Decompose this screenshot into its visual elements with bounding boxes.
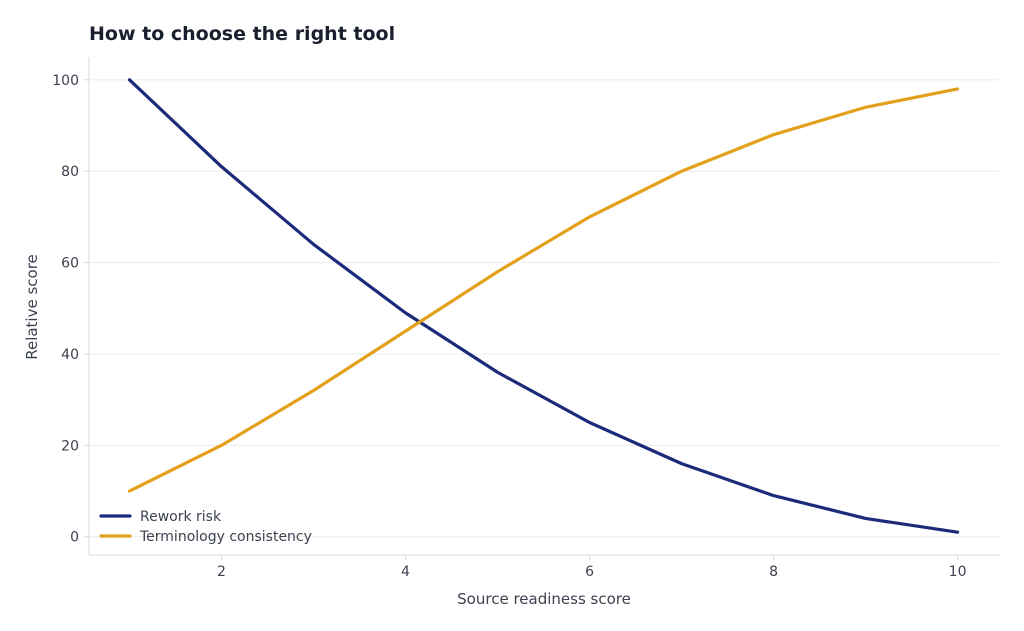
y-tick-label-4: 80 [61, 164, 79, 180]
legend-label-0: Rework risk [140, 509, 222, 525]
legend-label-1: Terminology consistency [139, 529, 312, 545]
x-tick-label-4: 10 [949, 564, 967, 580]
x-tick-label-3: 8 [769, 564, 778, 580]
y-tick-label-0: 0 [70, 530, 79, 546]
y-tick-label-2: 40 [61, 347, 79, 363]
grid [89, 79, 999, 538]
tick-labels: 0 20 40 60 80 100 2 4 6 8 10 [52, 73, 966, 580]
series-layer [127, 78, 960, 534]
chart-title: How to choose the right tool [89, 23, 395, 45]
x-tick-label-2: 6 [585, 564, 594, 580]
x-tick-label-1: 4 [401, 564, 410, 580]
y-tick-label-5: 100 [52, 73, 79, 89]
y-axis-label: Relative score [23, 254, 41, 360]
legend: Rework risk Terminology consistency [99, 509, 312, 545]
y-tick-label-1: 20 [61, 438, 79, 454]
x-tick-label-0: 2 [217, 564, 226, 580]
series-line-1 [127, 87, 960, 493]
axes [84, 57, 999, 560]
x-axis-label: Source readiness score [457, 590, 631, 608]
series-line-0 [127, 78, 960, 534]
y-tick-label-3: 60 [61, 256, 79, 272]
